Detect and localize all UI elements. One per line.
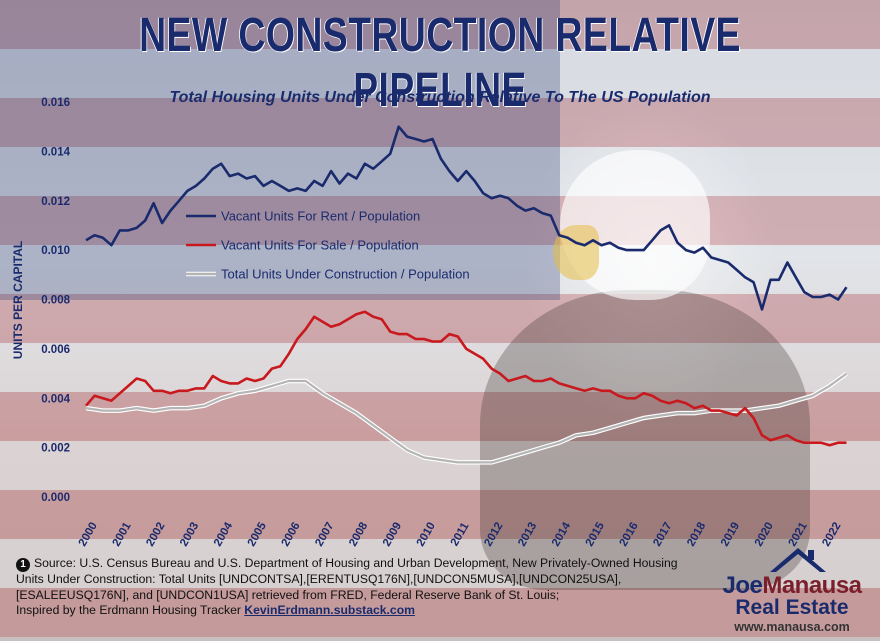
x-tick-label: 2015 [584,520,607,549]
flag-stripe [0,49,880,98]
series-line [85,310,847,447]
x-tick-label: 2020 [753,520,776,548]
legend-label: Vacant Units For Rent / Population [221,209,420,224]
x-tick-label: 2013 [516,520,539,548]
x-tick-label: 2000 [77,520,100,548]
flag-stripe [0,539,880,588]
x-tick-label: 2022 [820,520,843,548]
x-tick-label: 2005 [246,520,269,549]
y-tick-label: 0.014 [41,146,70,158]
logo-subtitle: Real Estate [735,596,849,619]
footnote-number-icon: 1 [16,558,30,572]
y-tick-label: 0.008 [41,295,70,307]
source-note: 1 Source: U.S. Census Bureau and U.S. Dep… [16,556,696,619]
logo-url: www.manausa.com [734,620,850,634]
flag-stripe [0,441,880,490]
y-tick-label: 0.000 [41,492,70,504]
source-text: Source: U.S. Census Bureau and U.S. Depa… [16,556,678,602]
flag-stripe [0,392,880,441]
legend-label: Total Units Under Construction / Populat… [221,267,470,282]
y-tick-label: 0.006 [41,344,70,356]
x-tick-label: 2014 [550,520,573,549]
series-line [85,125,848,311]
x-tick-label: 2001 [111,520,134,549]
flag-stripe [0,588,880,637]
y-tick-label: 0.012 [41,196,70,208]
chart-title: NEW CONSTRUCTION RELATIVE PIPELINE [139,9,741,117]
x-tick-label: 2019 [719,520,742,548]
logo-name: JoeManausa [722,572,862,599]
chart-axes: 0.000 0.002 0.004 0.006 0.008 0.010 0.012 0.014… [11,97,844,549]
x-tick-label: 2009 [381,520,404,548]
x-tick-label: 2010 [415,520,438,548]
y-tick-label: 0.004 [41,393,70,405]
x-tick-label: 2018 [685,520,708,549]
inspired-text: Inspired by the Erdmann Housing Tracker [16,603,241,618]
chart-series-layer [85,125,848,465]
chart-legend: Vacant Units For Rent / Population Vacant… [186,209,470,282]
chart-subtitle: Total Housing Units Under Construction R… [169,89,711,106]
background-eagle-body [480,290,810,590]
x-tick-label: 2021 [787,520,810,549]
house-icon [770,548,826,572]
background-flag-canton [0,0,560,300]
flag-stripe [0,196,880,245]
y-tick-label: 0.002 [41,443,70,455]
flag-stripe [0,294,880,343]
y-axis-label: UNITS PER CAPITAL [11,241,25,359]
flag-stripe [0,98,880,147]
legend-label: Vacant Units For Sale / Population [221,238,419,253]
flag-stripe [0,490,880,539]
x-tick-label: 2003 [178,520,201,548]
x-tick-label: 2006 [280,520,303,548]
source-link[interactable]: KevinErdmann.substack.com [244,603,415,618]
x-tick-label: 2007 [313,520,336,548]
x-tick-label: 2008 [347,520,370,549]
flag-stripe [0,245,880,294]
x-tick-label: 2004 [212,520,235,549]
company-logo[interactable]: JoeManausa Real Estate www.manausa.com [712,546,872,636]
y-tick-label: 0.016 [41,97,70,109]
series-line-halo [85,371,848,465]
x-tick-label: 2016 [618,520,641,548]
flag-stripe [0,0,880,49]
y-tick-label: 0.010 [41,245,70,257]
series-line [85,372,848,464]
x-tick-label: 2017 [651,520,674,548]
x-tick-label: 2002 [144,520,167,548]
background-eagle-beak [553,225,599,280]
x-tick-label: 2011 [449,520,472,548]
x-tick-label: 2012 [482,520,505,548]
